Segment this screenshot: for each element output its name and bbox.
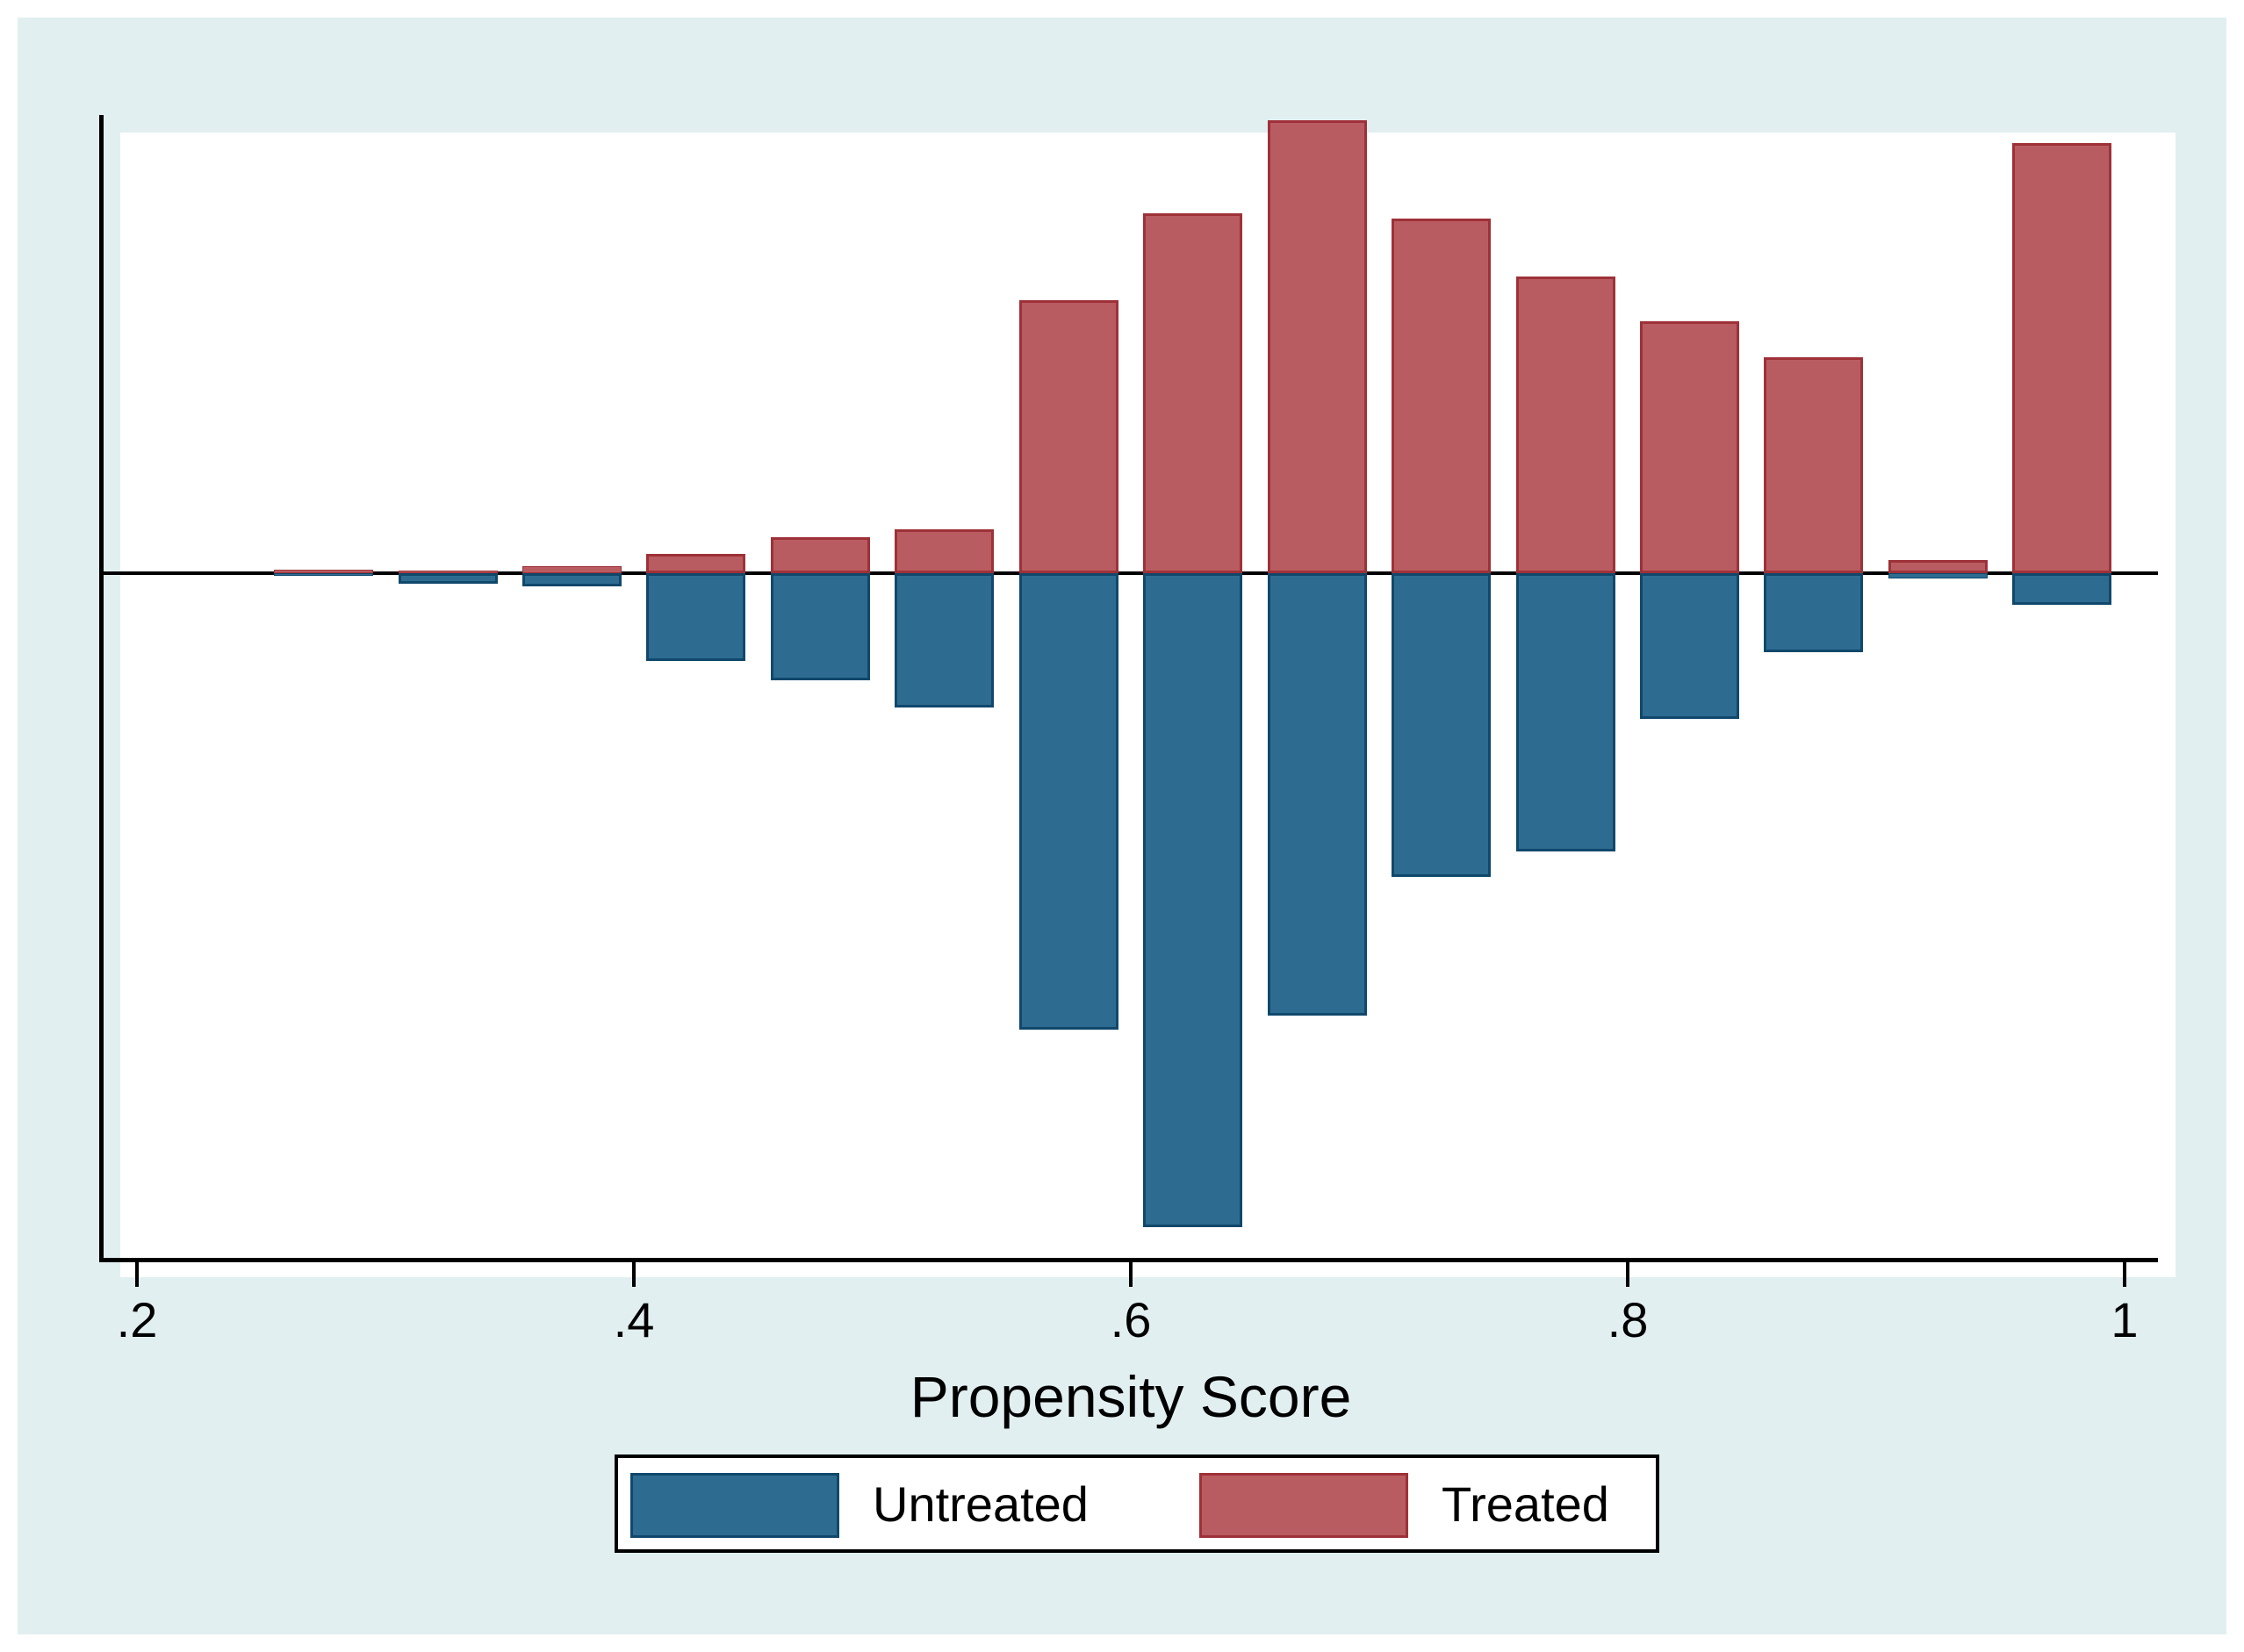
bar-untreated-0.625: [1143, 573, 1242, 1227]
x-tick-label-.2: .2: [116, 1292, 158, 1347]
bar-untreated-0.475: [771, 573, 870, 680]
x-tick-label-.8: .8: [1607, 1292, 1649, 1347]
bar-treated-0.975: [2012, 143, 2111, 573]
bar-untreated-0.725: [1392, 573, 1491, 877]
bar-treated-0.925: [1888, 560, 1988, 573]
x-tick-label-1: 1: [2111, 1292, 2139, 1347]
x-tick-label-.6: .6: [1110, 1292, 1152, 1347]
bar-untreated-0.525: [895, 573, 994, 707]
bar-untreated-0.925: [1888, 573, 1988, 578]
bar-treated-0.725: [1392, 219, 1491, 573]
bar-untreated-0.675: [1268, 573, 1367, 1016]
bar-treated-0.525: [895, 529, 994, 573]
bar-treated-0.275: [274, 570, 373, 573]
bar-treated-0.425: [646, 554, 745, 573]
x-tick-1: [2123, 1262, 2126, 1287]
bar-untreated-0.775: [1516, 573, 1615, 851]
legend-label-untreated: Untreated: [873, 1476, 1089, 1532]
bar-untreated-0.425: [646, 573, 745, 661]
bar-treated-0.325: [399, 571, 498, 573]
legend: Untreated Treated: [615, 1454, 1659, 1553]
bar-untreated-0.575: [1019, 573, 1118, 1030]
bar-treated-0.825: [1640, 321, 1739, 573]
x-tick-.4: [632, 1262, 636, 1287]
bar-treated-0.475: [771, 537, 870, 573]
bar-untreated-0.975: [2012, 573, 2111, 605]
x-axis-line: [99, 1258, 2158, 1262]
bar-treated-0.375: [522, 566, 622, 573]
legend-label-treated: Treated: [1442, 1476, 1609, 1532]
bar-untreated-0.325: [399, 573, 498, 584]
bar-untreated-0.375: [522, 573, 622, 586]
x-axis-title: Propensity Score: [910, 1364, 1352, 1429]
bar-treated-0.875: [1764, 357, 1863, 573]
bar-treated-0.625: [1143, 213, 1242, 573]
bar-treated-0.675: [1268, 120, 1367, 573]
zero-reference-line: [103, 571, 2158, 575]
x-tick-label-.4: .4: [613, 1292, 655, 1347]
legend-swatch-treated: [1199, 1473, 1408, 1538]
x-tick-.8: [1626, 1262, 1629, 1287]
y-axis-line: [99, 115, 104, 1260]
x-tick-.6: [1129, 1262, 1133, 1287]
legend-swatch-untreated: [630, 1473, 839, 1538]
bar-untreated-0.875: [1764, 573, 1863, 652]
bar-treated-0.775: [1516, 277, 1615, 573]
bar-treated-0.575: [1019, 300, 1118, 573]
bar-untreated-0.825: [1640, 573, 1739, 719]
x-tick-.2: [135, 1262, 139, 1287]
bar-untreated-0.275: [274, 573, 373, 576]
